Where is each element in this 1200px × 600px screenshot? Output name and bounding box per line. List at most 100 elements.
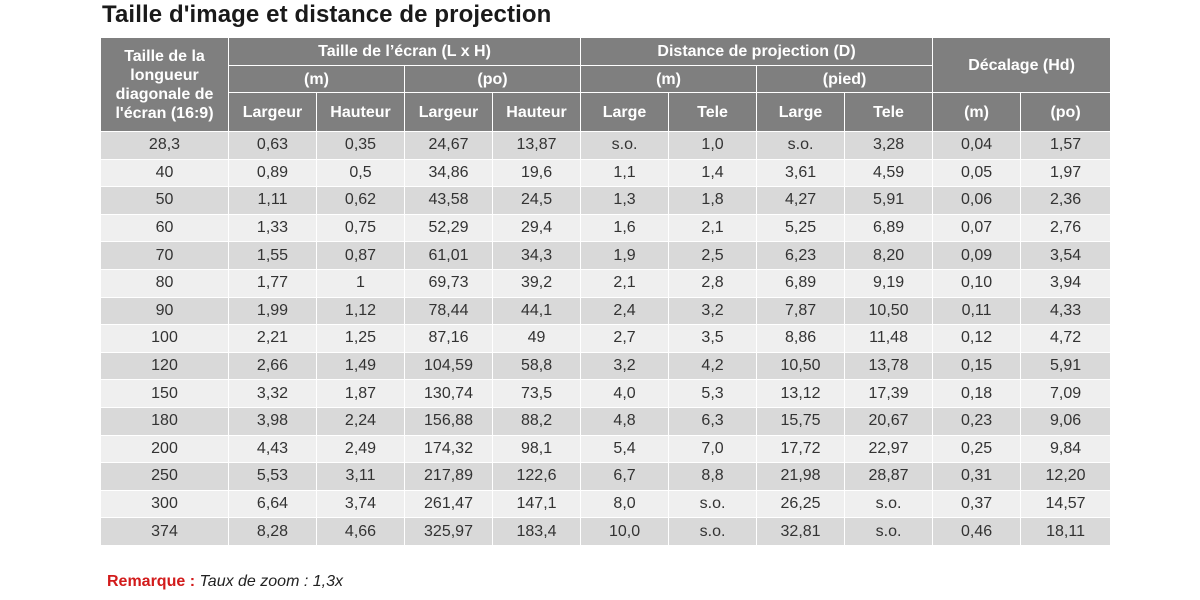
table-row: 150 3,32 1,87 130,74 73,5 4,0 5,3 13,12 17,39 0,1…	[100, 379, 1112, 408]
table-cell: 98,1	[491, 434, 582, 464]
header-distance-unit-pied: (pied)	[756, 65, 934, 93]
table-cell: 1,6	[580, 213, 670, 243]
table-cell: 6,23	[756, 241, 846, 270]
table-cell: 70	[100, 241, 229, 270]
table-cell: 2,4	[580, 296, 670, 326]
table-cell: 2,66	[228, 351, 317, 381]
table-cell: 1,12	[316, 296, 405, 326]
table-cell: 1,87	[316, 379, 405, 408]
table-row: 300 6,64 3,74 261,47 147,1 8,0 s.o. 26,25 s.o. 0,…	[100, 489, 1112, 519]
table-cell: 24,5	[491, 186, 582, 215]
table-cell: 11,48	[844, 324, 934, 353]
table-cell: 13,78	[844, 351, 934, 381]
table-cell: 1,4	[668, 158, 758, 188]
note-label: Remarque :	[107, 573, 196, 590]
table-cell: 1,3	[580, 186, 670, 215]
table-row: 374 8,28 4,66 325,97 183,4 10,0 s.o. 32,81 s.o. 0…	[100, 517, 1112, 546]
table-cell: 4,8	[580, 406, 670, 436]
table-cell: 217,89	[404, 462, 493, 491]
table-cell: 14,57	[1020, 489, 1112, 519]
table-cell: s.o.	[756, 131, 846, 160]
table-cell: 0,89	[228, 158, 317, 188]
table-cell: 60	[100, 213, 229, 243]
table-cell: 8,28	[228, 517, 317, 546]
table-cell: 12,20	[1020, 462, 1112, 491]
page-title: Taille d'image et distance de projection	[102, 1, 552, 28]
table-cell: 15,75	[756, 406, 846, 436]
table-cell: 5,4	[580, 434, 670, 464]
table-cell: 10,50	[844, 296, 934, 326]
table-cell: 4,27	[756, 186, 846, 215]
table-cell: 4,66	[316, 517, 405, 546]
table-cell: 3,32	[228, 379, 317, 408]
table-cell: 18,11	[1020, 517, 1112, 546]
table-cell: 7,87	[756, 296, 846, 326]
table-cell: 2,49	[316, 434, 405, 464]
table-cell: 7,0	[668, 434, 758, 464]
table-cell: 39,2	[491, 268, 582, 298]
table-cell: 1,33	[228, 213, 317, 243]
table-cell: 5,25	[756, 213, 846, 243]
table-cell: 4,43	[228, 434, 317, 464]
table-cell: 3,98	[228, 406, 317, 436]
header-offset: Décalage (Hd)	[932, 37, 1112, 93]
table-cell: 3,74	[316, 489, 405, 519]
table-cell: 1,55	[228, 241, 317, 270]
table-cell: 2,5	[668, 241, 758, 270]
projection-table: Taille de la longueur diagonale de l'écr…	[100, 37, 1112, 546]
table-cell: 183,4	[491, 517, 582, 546]
table-cell: 3,2	[580, 351, 670, 381]
table-cell: 0,06	[932, 186, 1022, 215]
table-cell: 0,05	[932, 158, 1022, 188]
header-col-hauteur-m: Hauteur	[316, 92, 405, 132]
table-cell: 0,12	[932, 324, 1022, 353]
table-cell: 3,28	[844, 131, 934, 160]
header-screen-size: Taille de l’écran (L x H)	[227, 37, 582, 66]
table-cell: 3,61	[756, 158, 846, 188]
table-cell: 4,2	[668, 351, 758, 381]
table-cell: 8,20	[844, 241, 934, 270]
table-cell: 0,25	[932, 434, 1022, 464]
table-cell: 0,04	[932, 131, 1022, 160]
header-col-hauteur-po: Hauteur	[491, 92, 582, 132]
table-cell: 1,11	[228, 186, 317, 215]
table-cell: 300	[100, 489, 229, 519]
header-screen-unit-po: (po)	[403, 65, 582, 93]
table-cell: s.o.	[668, 517, 758, 546]
table-cell: 1,0	[668, 131, 758, 160]
table-cell: 17,39	[844, 379, 934, 408]
table-cell: 1,77	[228, 268, 317, 298]
table-cell: 22,97	[844, 434, 934, 464]
note-text: Taux de zoom : 1,3x	[199, 573, 343, 590]
table-cell: 6,3	[668, 406, 758, 436]
table-cell: 6,89	[844, 213, 934, 243]
table-cell: 5,3	[668, 379, 758, 408]
table-row: 70 1,55 0,87 61,01 34,3 1,9 2,5 6,23 8,20 0,09 3,5…	[100, 241, 1112, 270]
table-cell: 44,1	[491, 296, 582, 326]
table-cell: 34,3	[491, 241, 582, 270]
table-cell: 4,33	[1020, 296, 1112, 326]
table-row: 50 1,11 0,62 43,58 24,5 1,3 1,8 4,27 5,91 0,06 2,3…	[100, 186, 1112, 215]
header-diagonal-size: Taille de la longueur diagonale de l'écr…	[100, 37, 229, 132]
table-cell: 261,47	[404, 489, 493, 519]
table-cell: 120	[100, 351, 229, 381]
table-cell: 9,19	[844, 268, 934, 298]
table-cell: 3,11	[316, 462, 405, 491]
table-cell: 17,72	[756, 434, 846, 464]
table-cell: 2,76	[1020, 213, 1112, 243]
header-col-offset-m: (m)	[932, 92, 1022, 132]
table-cell: s.o.	[580, 131, 670, 160]
table-cell: 2,1	[668, 213, 758, 243]
table-cell: 1,97	[1020, 158, 1112, 188]
table-row: 120 2,66 1,49 104,59 58,8 3,2 4,2 10,50 13,78 0,1…	[100, 351, 1112, 381]
table-cell: 52,29	[404, 213, 493, 243]
table-cell: 0,18	[932, 379, 1022, 408]
table-cell: 2,7	[580, 324, 670, 353]
table-cell: 0,10	[932, 268, 1022, 298]
table-row: 40 0,89 0,5 34,86 19,6 1,1 1,4 3,61 4,59 0,05 1,97	[100, 158, 1112, 188]
table-cell: 100	[100, 324, 229, 353]
header-col-large-m: Large	[580, 92, 670, 132]
table-cell: 0,23	[932, 406, 1022, 436]
table-row: 250 5,53 3,11 217,89 122,6 6,7 8,8 21,98 28,87 0,…	[100, 462, 1112, 491]
table-cell: 3,94	[1020, 268, 1112, 298]
